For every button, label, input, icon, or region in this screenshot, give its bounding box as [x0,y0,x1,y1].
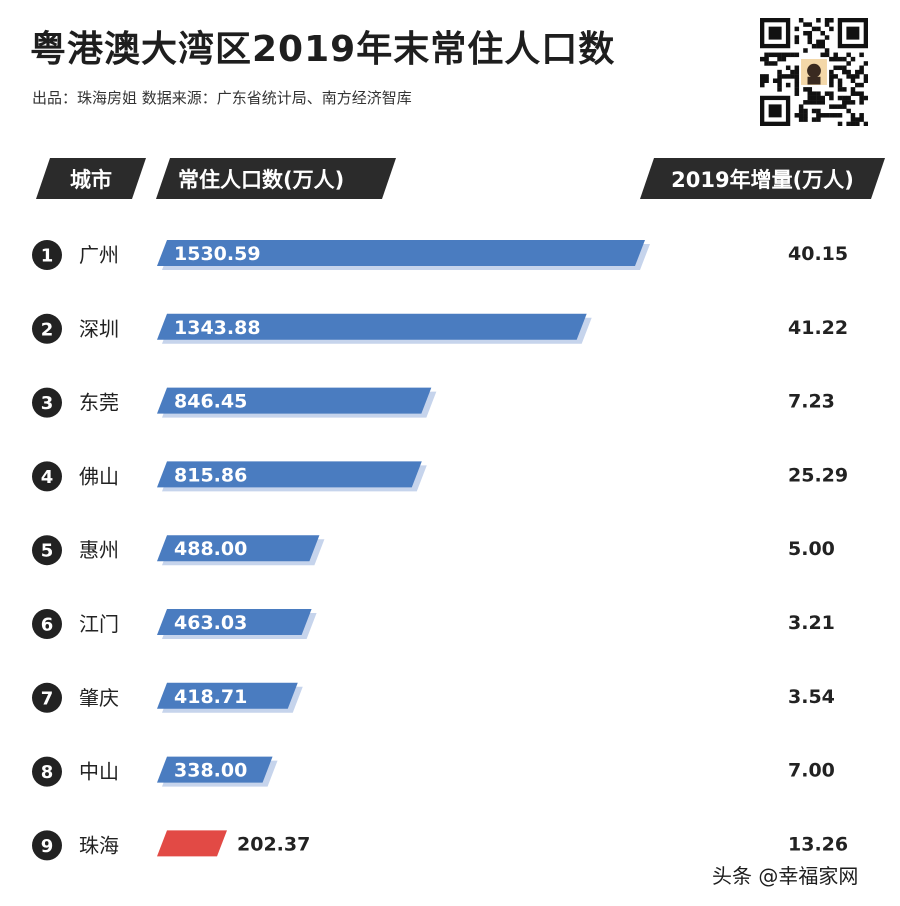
increase-value-label: 7.23 [788,391,835,413]
column-header-population: 常住人口数(万人) [156,158,396,199]
city-label: 深圳 [79,317,119,341]
city-label: 珠海 [79,833,119,857]
rank-circle [32,756,62,787]
increase-value-label: 25.29 [788,464,848,486]
city-label: 中山 [79,760,119,784]
city-label: 肇庆 [79,686,119,710]
increase-value-label: 3.54 [788,686,835,708]
rank-circle [32,682,62,713]
chart-title: 粤港澳大湾区2019年末常住人口数 [30,29,616,70]
population-bar [157,535,320,562]
city-label: 东莞 [79,391,119,415]
population-value-label: 463.03 [174,612,247,634]
population-bar [157,461,422,488]
rank-label: 9 [41,836,54,857]
population-value-label: 338.00 [174,760,247,782]
rank-label: 7 [41,688,54,709]
increase-value-label: 40.15 [788,243,848,265]
population-bar [157,830,227,857]
column-header-increase: 2019年增量(万人) [640,158,885,199]
city-label: 佛山 [79,464,119,488]
rank-label: 8 [41,762,54,783]
population-bar [157,387,432,414]
city-label: 江门 [79,612,119,636]
qr-code-icon [760,18,868,126]
rank-label: 2 [41,319,54,340]
increase-value-label: 3.21 [788,612,835,634]
column-header-city: 城市 [36,158,146,199]
rank-circle [32,387,62,418]
rank-circle [32,535,62,566]
population-bar [157,756,273,783]
chart-subtitle: 出品：珠海房姐 数据来源：广东省统计局、南方经济智库 [32,89,412,107]
city-label: 惠州 [79,538,119,562]
rank-circle [32,461,62,492]
rank-label: 4 [41,467,54,488]
rank-circle [32,830,62,861]
increase-value-label: 7.00 [788,760,835,782]
population-bar [157,609,312,635]
rank-label: 6 [41,615,54,636]
city-label: 广州 [79,243,119,267]
rank-circle [32,609,62,639]
rank-label: 3 [41,393,54,414]
rank-label: 5 [41,541,54,562]
population-value-label: 846.45 [174,391,247,413]
rank-circle [32,313,62,344]
population-bar [157,313,587,340]
increase-value-label: 5.00 [788,538,835,560]
population-value-label: 1343.88 [174,317,261,339]
population-bar [157,240,645,266]
rank-circle [32,240,62,270]
rank-label: 1 [41,246,54,267]
population-bar [157,682,298,709]
watermark: 头条 @幸福家网 [712,864,859,888]
population-value-label: 488.00 [174,538,247,560]
increase-value-label: 13.26 [788,833,848,855]
population-value-label: 418.71 [174,686,247,708]
population-value-label: 815.86 [174,464,247,486]
increase-value-label: 41.22 [788,317,848,339]
population-value-label: 1530.59 [174,243,261,265]
population-value-label: 202.37 [237,833,310,855]
